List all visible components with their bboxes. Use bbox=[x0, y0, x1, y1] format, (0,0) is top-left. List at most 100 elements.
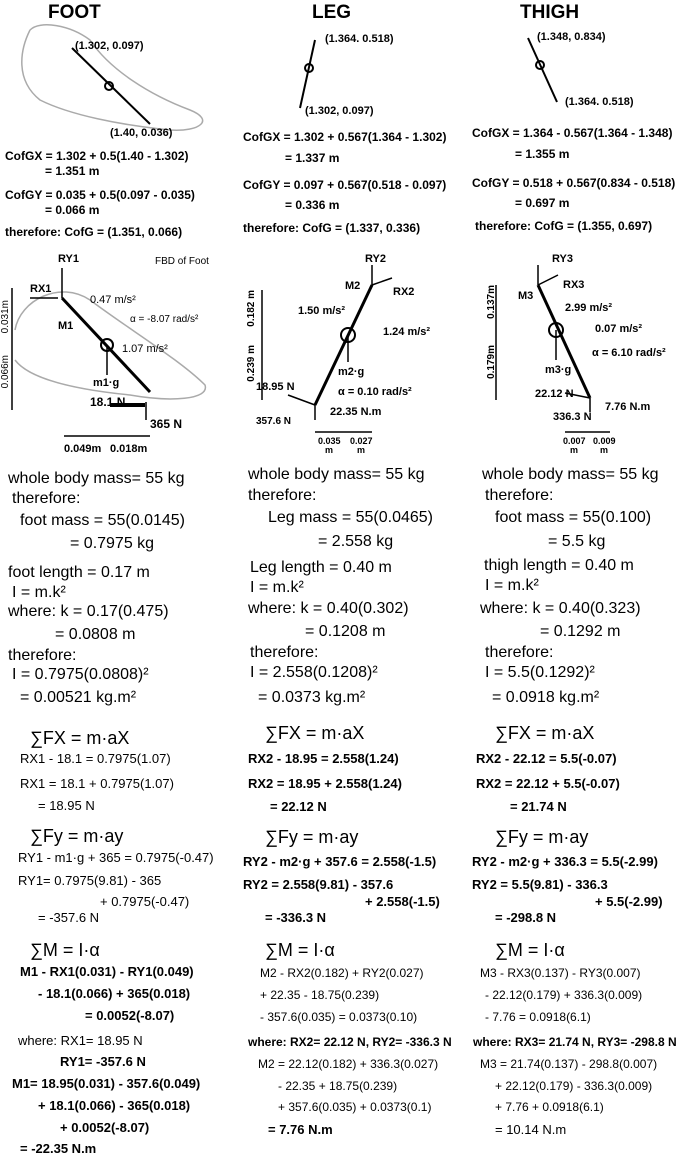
equation-line: M2 - RX2(0.182) + RY2(0.027) bbox=[260, 966, 424, 980]
equation-line: + 0.0052(-8.07) bbox=[60, 1120, 150, 1135]
equation-line: - 18.1(0.066) + 365(0.018) bbox=[38, 986, 191, 1001]
equation-line: RX1 = 18.1 + 0.7975(1.07) bbox=[20, 776, 174, 791]
text-line: where: k = 0.40(0.302) bbox=[248, 600, 409, 617]
equation-line: 0.137m bbox=[486, 285, 497, 319]
text-line: therefore: bbox=[485, 644, 554, 661]
column-title: LEG bbox=[312, 2, 352, 23]
text-line: therefore: bbox=[12, 490, 81, 507]
equation-line: M1 bbox=[58, 320, 74, 332]
text-line: ∑M = I·α bbox=[265, 940, 335, 960]
text-line: I = m.k² bbox=[12, 584, 66, 601]
equation-line: - 22.35 + 18.75(0.239) bbox=[278, 1079, 398, 1093]
text-line: ∑Fy = m·ay bbox=[495, 827, 589, 847]
equation-line: RX2 = 22.12 + 5.5(-0.07) bbox=[476, 776, 620, 791]
equation-line: CofGX = 1.302 + 0.567(1.364 - 1.302) bbox=[243, 130, 447, 144]
equation-line: m bbox=[325, 445, 334, 455]
equation-line: 357.6 N bbox=[256, 416, 292, 427]
equation-line: RY2 bbox=[365, 253, 386, 265]
equation-line: (1.302, 0.097) bbox=[305, 105, 374, 117]
equation-line: 0.018m bbox=[110, 443, 148, 455]
text-line: ∑FX = m·aX bbox=[265, 723, 365, 743]
equation-line: 0.07 m/s² bbox=[595, 323, 643, 335]
equation-line: M2 = 22.12(0.182) + 336.3(0.027) bbox=[258, 1057, 439, 1071]
equation-line: = 22.12 N bbox=[270, 799, 327, 814]
equation-line: RY2 = 2.558(9.81) - 357.6 bbox=[243, 877, 394, 892]
equation-line: 0.027 bbox=[350, 436, 373, 446]
text-line: = 0.0918 kg.m² bbox=[492, 689, 600, 706]
text-line: = 0.7975 kg bbox=[70, 535, 155, 552]
equation-line: 1.24 m/s² bbox=[383, 326, 431, 338]
text-line: foot mass = 55(0.100) bbox=[495, 509, 652, 526]
equation-line: + 7.76 + 0.0918(6.1) bbox=[495, 1100, 604, 1114]
text-line: therefore: bbox=[485, 487, 554, 504]
equation-line: m1·g bbox=[93, 377, 120, 389]
equation-line: m3·g bbox=[545, 364, 572, 376]
equation-line: = -22.35 N.m bbox=[20, 1141, 97, 1156]
equation-line: (1.40, 0.036) bbox=[110, 127, 173, 139]
equation-line: 0.47 m/s² bbox=[90, 294, 136, 306]
equation-line: RY1 bbox=[58, 253, 79, 265]
text-line: = 0.1292 m bbox=[540, 623, 621, 640]
text-line: therefore: bbox=[248, 487, 317, 504]
equation-line: + 2.558(-1.5) bbox=[365, 894, 440, 909]
equation-line: therefore: CofG = (1.355, 0.697) bbox=[475, 219, 653, 233]
text-line: Leg length = 0.40 m bbox=[250, 559, 392, 576]
equation-line: CofGY = 0.035 + 0.5(0.097 - 0.035) bbox=[5, 188, 195, 202]
equation-line: 0.179m bbox=[486, 345, 497, 379]
equation-line: = 10.14 N.m bbox=[495, 1122, 567, 1137]
text-line: where: k = 0.17(0.475) bbox=[8, 603, 169, 620]
text-line: = 5.5 kg bbox=[548, 533, 606, 550]
equation-line: RX2 = 18.95 + 2.558(1.24) bbox=[248, 776, 402, 791]
equation-line: RX2 - 18.95 = 2.558(1.24) bbox=[248, 751, 399, 766]
equation-line: m bbox=[570, 445, 579, 455]
text-line: whole body mass= 55 kg bbox=[8, 470, 185, 487]
equation-line: 22.35 N.m bbox=[330, 406, 382, 418]
equation-line: therefore: CofG = (1.351, 0.066) bbox=[5, 225, 183, 239]
equation-line: RY2 = 5.5(9.81) - 336.3 bbox=[472, 877, 608, 892]
column-title: THIGH bbox=[520, 2, 580, 23]
equation-line: M3 = 21.74(0.137) - 298.8(0.007) bbox=[480, 1057, 658, 1071]
equation-line: + 22.35 - 18.75(0.239) bbox=[260, 988, 380, 1002]
equation-line: CofGX = 1.364 - 0.567(1.364 - 1.348) bbox=[472, 126, 673, 140]
equation-line: RX2 bbox=[393, 286, 415, 298]
text-line: I = 5.5(0.1292)² bbox=[485, 664, 595, 681]
equation-line: RY2 - m2·g + 357.6 = 2.558(-1.5) bbox=[243, 854, 437, 869]
equation-line: 22.12 N bbox=[535, 388, 574, 400]
equation-line: m bbox=[357, 445, 366, 455]
equation-line: M1 - RX1(0.031) - RY1(0.049) bbox=[20, 964, 194, 979]
equation-line: 2.99 m/s² bbox=[565, 302, 613, 314]
equation-line: m bbox=[600, 445, 609, 455]
equation-line: = -336.3 N bbox=[265, 910, 327, 925]
equation-line: M1= 18.95(0.031) - 357.6(0.049) bbox=[12, 1076, 201, 1091]
text-line: ∑FX = m·aX bbox=[495, 723, 595, 743]
text-line: ∑M = I·α bbox=[495, 940, 565, 960]
equation-line: = 1.337 m bbox=[285, 151, 340, 165]
equation-line: = 1.355 m bbox=[515, 147, 570, 161]
equation-line: CofGX = 1.302 + 0.5(1.40 - 1.302) bbox=[5, 149, 189, 163]
equation-line: 0.049m bbox=[64, 443, 102, 455]
text-line: whole body mass= 55 kg bbox=[248, 466, 425, 483]
equation-line: + 22.12(0.179) - 336.3(0.009) bbox=[495, 1079, 653, 1093]
text-line: ∑Fy = m·ay bbox=[265, 827, 359, 847]
equation-line: 0.031m bbox=[0, 300, 11, 334]
equation-line: RX3 bbox=[563, 279, 585, 291]
equation-line: - 357.6(0.035) = 0.0373(0.10) bbox=[260, 1010, 418, 1024]
equation-line: = 1.351 m bbox=[45, 164, 100, 178]
equation-line: = 0.0052(-8.07) bbox=[85, 1008, 175, 1023]
equation-line: M2 bbox=[345, 280, 361, 292]
equation-line: where: RX1= 18.95 N bbox=[18, 1033, 143, 1048]
equation-line: RX1 bbox=[30, 283, 52, 295]
equation-line: (1.364. 0.518) bbox=[565, 96, 634, 108]
equation-line: + 5.5(-2.99) bbox=[595, 894, 663, 909]
text-line: = 0.0808 m bbox=[55, 626, 136, 643]
equation-line: + 18.1(0.066) - 365(0.018) bbox=[38, 1098, 191, 1113]
text-line: therefore: bbox=[250, 644, 319, 661]
text-line: I = m.k² bbox=[485, 577, 539, 594]
equation-line: where: RX2= 22.12 N, RY2= -336.3 N bbox=[248, 1035, 452, 1049]
equation-line: 1.50 m/s² bbox=[298, 305, 346, 317]
text-line: = 0.1208 m bbox=[305, 623, 386, 640]
equation-line: = 21.74 N bbox=[510, 799, 567, 814]
equation-line: RY1 - m1·g + 365 = 0.7975(-0.47) bbox=[18, 850, 214, 865]
